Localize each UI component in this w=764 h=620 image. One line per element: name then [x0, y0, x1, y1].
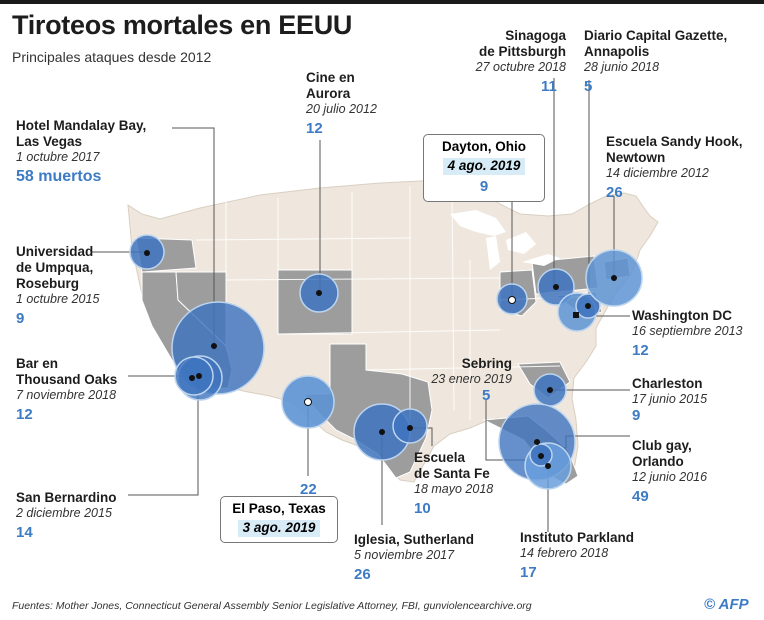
label-aurora: Cine en Aurora 20 julio 2012 12 [306, 70, 377, 137]
callout-dayton: Dayton, Ohio 4 ago. 2019 9 [423, 134, 545, 202]
label-thousand-oaks: Bar en Thousand Oaks 7 noviembre 2018 12 [16, 356, 118, 423]
callout-el-paso: El Paso, Texas 3 ago. 2019 [220, 496, 338, 543]
top-rule [0, 0, 764, 4]
label-umpqua: Universidad de Umpqua, Roseburg 1 octubr… [16, 244, 100, 327]
label-pittsburgh: Sinagoga de Pittsburgh 27 octubre 2018 1… [475, 28, 566, 95]
page-subtitle: Principales ataques desde 2012 [12, 49, 212, 65]
label-las-vegas: Hotel Mandalay Bay, Las Vegas 1 octubre … [16, 118, 147, 185]
label-charleston: Charleston 17 junio 2015 9 [632, 376, 708, 424]
label-sandy-hook: Escuela Sandy Hook, Newtown 14 diciembre… [606, 134, 743, 201]
label-sebring: Sebring 23 enero 2019 5 [431, 356, 512, 404]
label-annapolis: Diario Capital Gazette, Annapolis 28 jun… [584, 28, 728, 95]
highlight-dots [304, 296, 516, 406]
afp-logo: © AFP [704, 596, 749, 613]
leader-las-vegas [172, 127, 215, 350]
count-el-paso: 22 [300, 481, 317, 498]
label-parkland: Instituto Parkland 14 febrero 2018 17 [520, 530, 635, 581]
source-note: Fuentes: Mother Jones, Connecticut Gener… [12, 600, 532, 612]
label-washington: Washington DC 16 septiembre 2013 12 [632, 308, 743, 359]
location-dots [144, 250, 617, 469]
label-san-bernardino: San Bernardino 2 diciembre 2015 14 [16, 490, 117, 541]
page-title: Tiroteos mortales en EEUU [12, 10, 353, 40]
great-lakes [450, 210, 560, 270]
leader-san-bernardino [128, 378, 199, 496]
label-santa-fe: Escuela de Santa Fe 18 mayo 2018 10 [414, 450, 494, 517]
label-orlando: Club gay, Orlando 12 junio 2016 49 [632, 438, 708, 505]
label-sutherland: Iglesia, Sutherland 5 noviembre 2017 26 [354, 532, 475, 583]
